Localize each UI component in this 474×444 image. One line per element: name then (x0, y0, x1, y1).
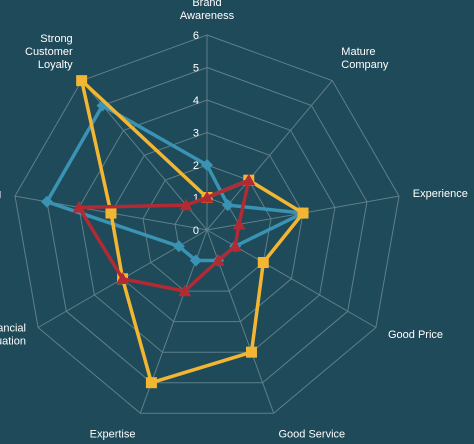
axis-label-6: ancialuation (0, 323, 26, 348)
series-2-point-1 (242, 173, 256, 186)
series-1-point-4 (245, 346, 257, 358)
grid-ring-2 (142, 164, 272, 292)
series-1-point-2 (297, 207, 309, 219)
series-2-point-4 (211, 254, 225, 266)
series-2-line (77, 178, 251, 293)
axis-label-0-line-0: Brand (192, 0, 221, 9)
axis-label-2-line-0: Experience (413, 188, 468, 200)
grid-ring-3 (110, 131, 304, 323)
axis-label-1-line-1: Company (341, 59, 389, 71)
tick-label-1: 1 (193, 193, 199, 205)
axis-label-7-line-0: g (0, 188, 1, 200)
axis-label-5: Expertise (90, 428, 136, 440)
tick-label-4: 4 (193, 95, 199, 107)
axis-label-8-line-2: Loyalty (38, 59, 73, 71)
axis-label-8-line-0: Strong (40, 33, 72, 45)
series-1-point-5 (145, 377, 157, 389)
tick-label-2: 2 (193, 160, 199, 172)
axis-label-2: Experience (413, 188, 468, 200)
series-2-point-2 (232, 217, 246, 230)
axis-label-1: Mature Company (341, 46, 389, 71)
axis-label-7: g (0, 188, 1, 200)
series-2-point-3 (228, 239, 242, 252)
axis-label-0: Brand Awareness (180, 0, 235, 22)
tick-label-6: 6 (193, 30, 199, 42)
axis-label-3: Good Price (388, 329, 443, 341)
tick-label-0: 0 (193, 225, 199, 237)
axis-label-4-line-0: Good Service (279, 428, 346, 440)
series-1-point-3 (257, 257, 269, 268)
series-1-point-8 (76, 75, 88, 87)
axis-label-5-line-0: Expertise (90, 428, 136, 440)
series-0-point-5 (189, 254, 202, 267)
series-0-point-7 (40, 195, 53, 208)
series-2-point-8 (179, 198, 193, 211)
axis-label-6-line-0: ancial (0, 323, 26, 335)
axis-label-4: Good Service (279, 428, 346, 440)
series-0-point-1 (221, 199, 234, 212)
axis-label-8-line-1: Customer (25, 46, 73, 58)
axis-label-1-line-0: Mature (341, 46, 375, 58)
axis-label-6-line-1: uation (0, 336, 26, 348)
grid-ring-6 (14, 34, 400, 414)
axis-label-0-line-1: Awareness (180, 10, 235, 22)
series-1-line (79, 78, 305, 385)
series-2-point-0 (200, 191, 214, 203)
series-0-point-0 (201, 159, 213, 171)
tick-label-5: 5 (193, 63, 199, 75)
series-0-line (45, 103, 305, 263)
axis-label-8: Strong Customer Loyalty (25, 33, 73, 71)
series-2-point-5 (178, 284, 192, 297)
series-0-point-6 (172, 240, 185, 253)
series-2-point-7 (72, 200, 86, 213)
series-2-point-6 (116, 272, 130, 284)
series-1-point-7 (105, 207, 117, 219)
tick-label-3: 3 (193, 128, 199, 140)
axis-label-3-line-0: Good Price (388, 329, 443, 341)
